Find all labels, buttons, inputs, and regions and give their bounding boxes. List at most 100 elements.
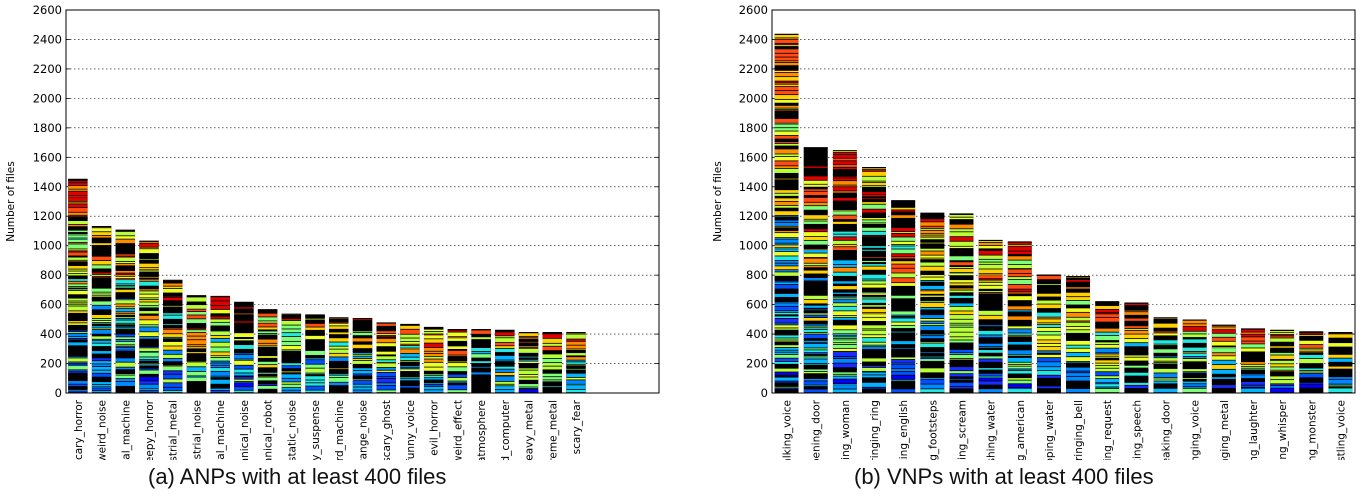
- bar-segment: [891, 347, 916, 349]
- bar-segment: [91, 366, 112, 370]
- bar-segment: [1241, 378, 1265, 382]
- bar-segment: [832, 330, 857, 334]
- bar-segment: [949, 214, 974, 217]
- bar-segment: [1095, 344, 1120, 348]
- bar-segment: [1007, 357, 1032, 362]
- bar-segment: [1270, 346, 1295, 348]
- bar-segment: [832, 296, 857, 298]
- bar-segment: [139, 332, 159, 337]
- bar-segment: [1007, 284, 1032, 289]
- bar-segment: [774, 345, 799, 348]
- bar-segment: [978, 342, 1003, 343]
- bar-segment: [1153, 344, 1178, 346]
- bar-segment: [1007, 370, 1032, 374]
- bar-segment: [1182, 353, 1207, 357]
- bar-segment: [1095, 340, 1120, 342]
- bar-segment: [1328, 354, 1353, 358]
- bar-segment: [471, 379, 491, 383]
- bar-segment: [447, 367, 468, 372]
- bar-segment: [1066, 388, 1091, 393]
- bar-segment: [1153, 373, 1178, 378]
- bar-segment: [978, 350, 1003, 353]
- bar-segment: [774, 135, 799, 139]
- figure-caption: (a) ANPs with at least 400 files: [148, 464, 447, 489]
- bar-segment: [862, 167, 886, 170]
- bar-segment: [186, 336, 207, 340]
- y-tick-label: 1600: [33, 150, 62, 164]
- bar-segment: [210, 368, 230, 371]
- bar-segment: [115, 339, 136, 342]
- bar-segment: [862, 321, 886, 325]
- bar-segment: [68, 281, 88, 284]
- bar-segment: [920, 384, 945, 389]
- bar-segment: [832, 389, 857, 393]
- bar-segment: [447, 338, 468, 341]
- bar-talking-voice: [774, 33, 799, 393]
- bar-segment: [978, 348, 1003, 350]
- bar-segment: [920, 275, 945, 277]
- bar-segment: [376, 334, 396, 336]
- bar-segment: [518, 337, 539, 339]
- bar-segment: [68, 260, 88, 262]
- bar-segment: [832, 363, 857, 368]
- bar-segment: [115, 309, 136, 312]
- bar-segment: [91, 297, 112, 301]
- bar-segment: [68, 323, 88, 325]
- bar-segment: [1095, 348, 1120, 353]
- bar-segment: [91, 228, 112, 232]
- bar-segment: [949, 262, 974, 266]
- bar-segment: [471, 354, 491, 358]
- bar-segment: [139, 364, 159, 366]
- bar-segment: [566, 368, 586, 370]
- bar-segment: [376, 337, 396, 338]
- bar-segment: [1182, 381, 1207, 384]
- bar-weird-computer: [495, 329, 515, 393]
- y-tick-label: 1800: [33, 121, 62, 135]
- bar-segment: [862, 378, 886, 381]
- bar-growling-monster: [1299, 331, 1324, 393]
- bar-segment: [68, 353, 88, 357]
- bar-segment: [1182, 324, 1207, 326]
- bar-segment: [832, 211, 857, 215]
- bar-segment: [949, 382, 974, 387]
- bar-segment: [803, 295, 828, 300]
- bar-segment: [1095, 365, 1120, 368]
- bar-segment: [949, 327, 974, 332]
- bar-segment: [862, 251, 886, 255]
- bar-segment: [832, 370, 857, 372]
- bar-segment: [210, 379, 230, 384]
- bar-segment: [774, 190, 799, 193]
- bar-segment: [1211, 385, 1236, 388]
- bar-segment: [186, 309, 207, 312]
- bar-segment: [1036, 319, 1061, 323]
- bar-segment: [1241, 355, 1265, 358]
- bar-segment: [305, 330, 325, 332]
- bar-segment: [329, 323, 349, 326]
- bar-segment: [774, 205, 799, 208]
- bar-segment: [400, 381, 420, 386]
- bar-segment: [891, 325, 916, 329]
- bar-segment: [400, 371, 420, 373]
- y-tick-label: 1000: [739, 239, 768, 253]
- bar-segment: [115, 289, 136, 293]
- bar-segment: [1211, 356, 1236, 360]
- bar-segment: [186, 323, 207, 328]
- bar-industrial-metal: [163, 279, 183, 393]
- bar-segment: [139, 368, 159, 370]
- bar-segment: [68, 298, 88, 301]
- bar-segment: [862, 279, 886, 281]
- bar-segment: [774, 198, 799, 202]
- bar-segment: [257, 384, 278, 386]
- bar-segment: [920, 389, 945, 393]
- bar-segment: [832, 348, 857, 352]
- bar-segment: [920, 342, 945, 343]
- bar-segment: [329, 385, 349, 389]
- bar-segment: [920, 352, 945, 353]
- bar-segment: [1007, 384, 1032, 388]
- bar-segment: [210, 309, 230, 314]
- bar-segment: [376, 343, 396, 347]
- bar-segment: [234, 359, 254, 360]
- bar-segment: [1036, 325, 1061, 328]
- bar-segment: [447, 341, 468, 346]
- bar-segment: [978, 300, 1003, 304]
